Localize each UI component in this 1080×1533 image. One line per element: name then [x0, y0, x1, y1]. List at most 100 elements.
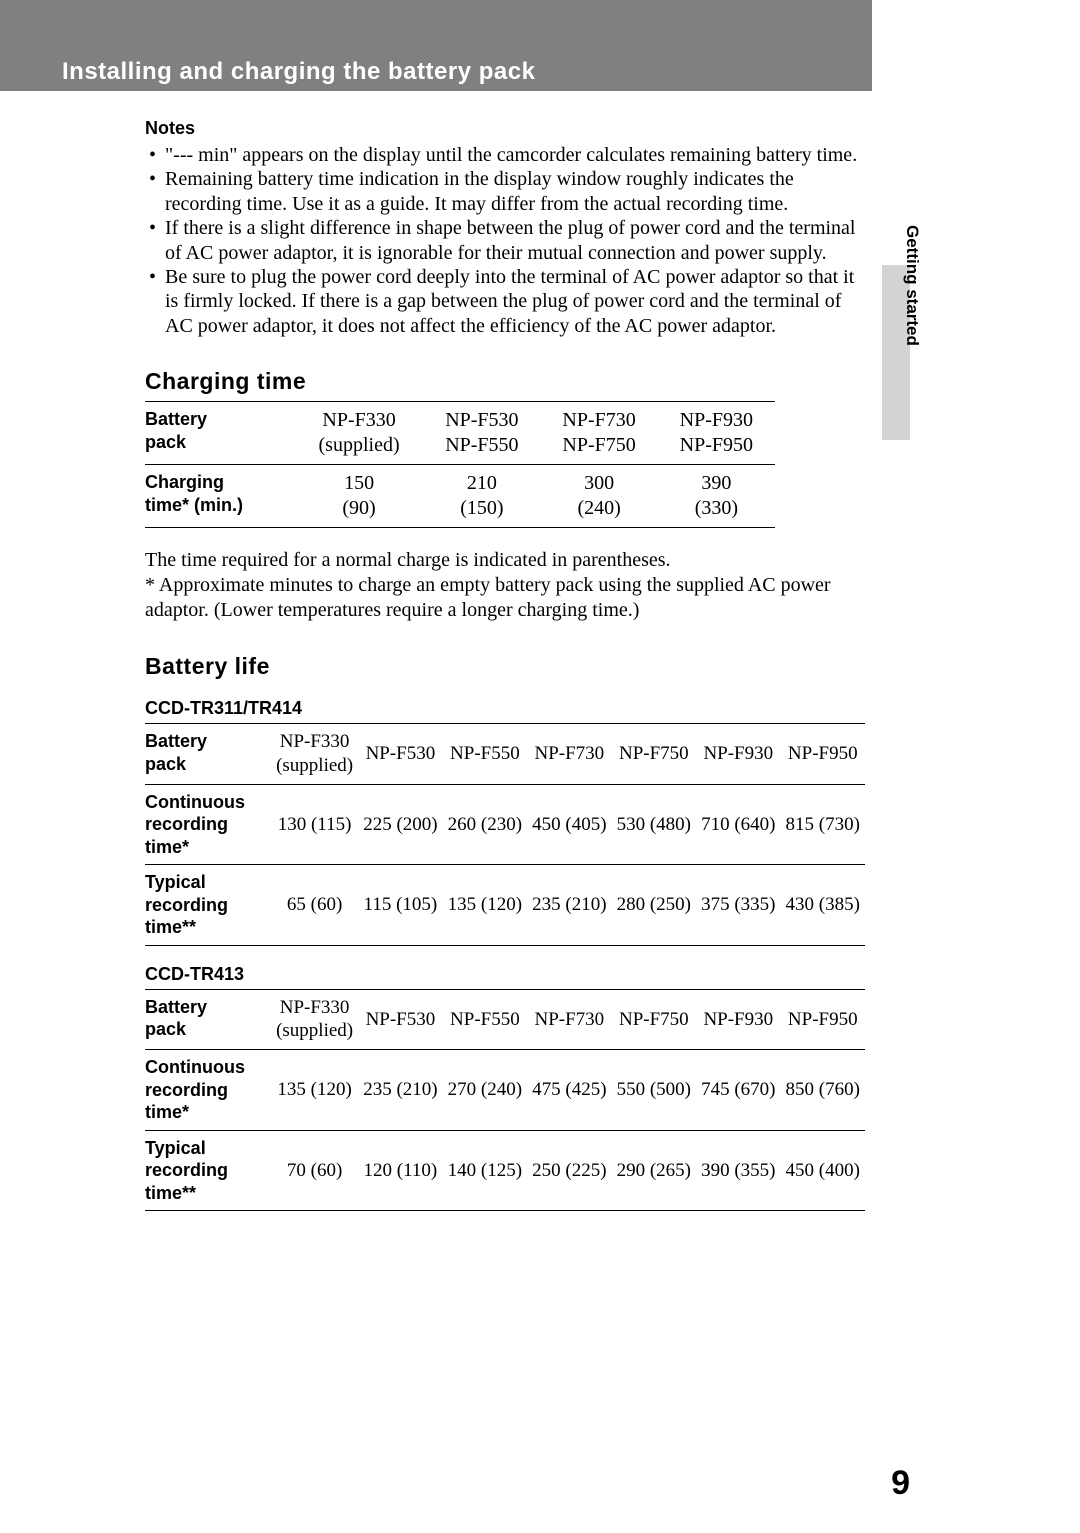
text: NP-F530	[366, 1009, 436, 1030]
cell: 550 (500)	[612, 1050, 696, 1131]
text: Charging	[145, 472, 224, 492]
cell: 235 (210)	[358, 1050, 442, 1131]
cell: 850 (760)	[781, 1050, 865, 1131]
page: Installing and charging the battery pack…	[0, 0, 1080, 1533]
model-heading: CCD-TR413	[145, 964, 865, 985]
cell: 390 (330)	[658, 465, 775, 528]
note-item: Be sure to plug the power cord deeply in…	[159, 265, 865, 338]
text: NP-F330	[280, 997, 350, 1018]
battery-life-table-1: Battery pack NP-F330(supplied) NP-F530 N…	[145, 723, 865, 946]
text: recording	[145, 895, 228, 915]
charging-note-2: * Approximate minutes to charge an empty…	[145, 573, 865, 623]
text: time*	[145, 837, 189, 857]
text: NP-F730	[535, 743, 605, 764]
col-head: NP-F730	[527, 724, 611, 785]
text: (150)	[427, 496, 536, 521]
text: Battery	[145, 731, 207, 751]
cell: 300 (240)	[540, 465, 657, 528]
text: NP-F530	[366, 743, 436, 764]
text: time**	[145, 1183, 196, 1203]
header-title: Installing and charging the battery pack	[62, 58, 535, 86]
text: recording	[145, 1080, 228, 1100]
col-head: NP-F930 NP-F950	[658, 402, 775, 465]
cell: 375 (335)	[696, 865, 780, 946]
cell: 815 (730)	[781, 784, 865, 865]
rowhead-charging-time: Charging time* (min.)	[145, 465, 295, 528]
charging-time-table: Battery pack NP-F330 (supplied) NP-F530 …	[145, 401, 775, 528]
text: time* (min.)	[145, 495, 243, 515]
text: Battery	[145, 997, 207, 1017]
cell: 225 (200)	[358, 784, 442, 865]
notes-list: "--- min" appears on the display until t…	[145, 143, 865, 338]
cell: 70 (60)	[271, 1130, 358, 1211]
model-heading: CCD-TR311/TR414	[145, 698, 865, 719]
cell: 130 (115)	[271, 784, 358, 865]
cell: 450 (400)	[781, 1130, 865, 1211]
text: (240)	[544, 496, 653, 521]
text: Continuous	[145, 792, 245, 812]
col-head: NP-F530	[358, 724, 442, 785]
col-head: NP-F330 (supplied)	[295, 402, 423, 465]
charging-time-heading: Charging time	[145, 368, 865, 395]
cell: 280 (250)	[612, 865, 696, 946]
col-head: NP-F330(supplied)	[271, 989, 358, 1050]
text: 150	[344, 472, 374, 494]
cell: 65 (60)	[271, 865, 358, 946]
text: NP-F750	[619, 743, 689, 764]
text: recording	[145, 1160, 228, 1180]
cell: 135 (120)	[443, 865, 527, 946]
cell: 710 (640)	[696, 784, 780, 865]
text: NP-F550	[427, 433, 536, 458]
text: pack	[145, 754, 186, 774]
cell: 135 (120)	[271, 1050, 358, 1131]
notes-heading: Notes	[145, 118, 865, 139]
text: NP-F730	[562, 409, 635, 431]
cell: 120 (110)	[358, 1130, 442, 1211]
cell: 475 (425)	[527, 1050, 611, 1131]
text: 300	[584, 472, 614, 494]
text: (330)	[662, 496, 771, 521]
cell: 450 (405)	[527, 784, 611, 865]
text: NP-F930	[703, 1009, 773, 1030]
col-head: NP-F330(supplied)	[271, 724, 358, 785]
content: Notes "--- min" appears on the display u…	[145, 118, 865, 1211]
text: NP-F730	[535, 1009, 605, 1030]
text: (supplied)	[299, 433, 419, 458]
cell: 235 (210)	[527, 865, 611, 946]
cell: 250 (225)	[527, 1130, 611, 1211]
col-head: NP-F530 NP-F550	[423, 402, 540, 465]
text: pack	[145, 1019, 186, 1039]
rowhead-typical: Typical recording time**	[145, 1130, 271, 1211]
text: pack	[145, 432, 186, 452]
cell: 260 (230)	[443, 784, 527, 865]
rowhead-continuous: Continuous recording time*	[145, 784, 271, 865]
col-head: NP-F950	[781, 724, 865, 785]
col-head: NP-F750	[612, 989, 696, 1050]
rowhead-battery-pack: Battery pack	[145, 402, 295, 465]
text: Continuous	[145, 1057, 245, 1077]
cell: 270 (240)	[443, 1050, 527, 1131]
text: NP-F330	[280, 731, 350, 752]
text: time*	[145, 1102, 189, 1122]
text: Battery	[145, 409, 207, 429]
text: (supplied)	[275, 754, 354, 778]
rowhead-typical: Typical recording time**	[145, 865, 271, 946]
text: Typical	[145, 1138, 206, 1158]
page-number: 9	[891, 1464, 910, 1503]
text: NP-F950	[662, 433, 771, 458]
text: time**	[145, 917, 196, 937]
text: NP-F550	[450, 743, 520, 764]
text: NP-F750	[544, 433, 653, 458]
charging-note-1: The time required for a normal charge is…	[145, 548, 865, 573]
col-head: NP-F550	[443, 989, 527, 1050]
text: NP-F750	[619, 1009, 689, 1030]
text: NP-F930	[703, 743, 773, 764]
cell: 530 (480)	[612, 784, 696, 865]
note-item: If there is a slight difference in shape…	[159, 216, 865, 265]
text: 390	[701, 472, 731, 494]
text: NP-F930	[680, 409, 753, 431]
col-head: NP-F930	[696, 724, 780, 785]
side-tab-label: Getting started	[902, 225, 922, 346]
cell: 745 (670)	[696, 1050, 780, 1131]
text: NP-F950	[788, 743, 858, 764]
